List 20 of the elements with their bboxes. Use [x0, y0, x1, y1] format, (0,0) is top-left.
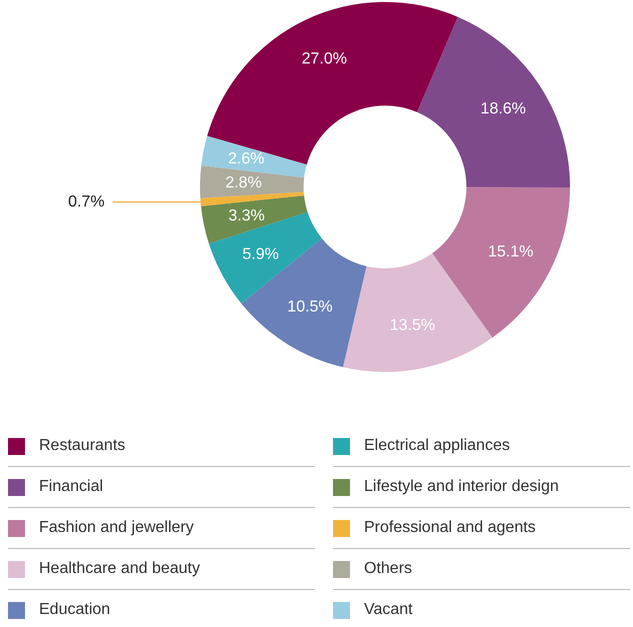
data-label: 13.5% [390, 317, 436, 334]
legend-label: Financial [39, 478, 104, 496]
legend-label: Healthcare and beauty [39, 560, 200, 578]
data-label: 3.3% [228, 208, 265, 225]
data-label: 18.6% [480, 100, 526, 118]
legend-label: Vacant [364, 601, 413, 619]
legend-label: Electrical appliances [364, 437, 510, 455]
data-label: 15.1% [488, 243, 534, 260]
legend-label: Education [39, 601, 110, 619]
legend-label: Lifestyle and interior design [364, 478, 559, 496]
data-label: 0.7% [68, 193, 105, 210]
legend-label: Restaurants [39, 437, 126, 455]
data-label: 2.6% [228, 150, 264, 168]
data-label: 5.9% [242, 246, 279, 263]
legend-label: Others [364, 560, 412, 578]
data-label: 10.5% [287, 298, 333, 316]
legend-label: Professional and agents [364, 519, 536, 537]
legend-label: Fashion and jewellery [39, 519, 194, 537]
data-label: 27.0% [302, 50, 347, 68]
data-label: 2.8% [225, 174, 262, 192]
